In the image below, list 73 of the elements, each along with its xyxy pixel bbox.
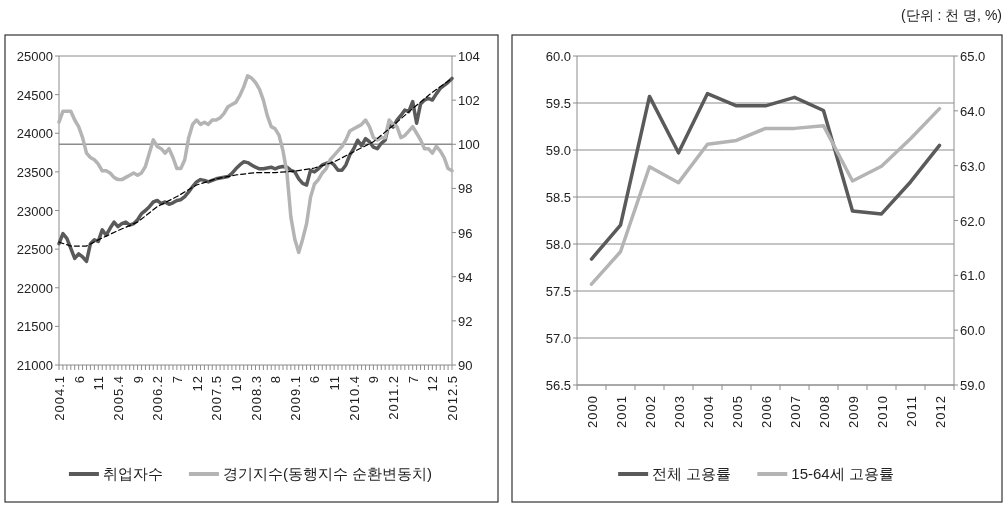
y2-tick-label: 102: [458, 93, 480, 109]
y2-tick-label: 100: [458, 137, 480, 153]
x-tick-label: 2010.4: [346, 375, 362, 421]
y2-tick-label: 98: [458, 181, 473, 197]
x-tick-label: 2008.3: [248, 375, 264, 421]
y-tick-label: 57.0: [545, 331, 571, 346]
x-tick-label: 2007.5: [209, 375, 225, 421]
x-tick-label: 2007: [787, 395, 803, 428]
x-tick-label: 2012.5: [445, 375, 460, 421]
y-tick-label: 58.5: [545, 190, 571, 205]
y-tick-label: 59.5: [545, 96, 571, 111]
y2-tick-label: 60.0: [960, 323, 986, 339]
x-tick-label: 10: [228, 375, 244, 392]
x-tick-label: 6: [307, 375, 323, 384]
x-tick-label: 6: [71, 375, 87, 384]
x-tick-label: 2000: [584, 395, 600, 428]
x-tick-label: 2004.1: [52, 375, 67, 421]
x-tick-label: 12: [425, 375, 441, 392]
x-tick-label: 2004: [700, 395, 716, 428]
x-tick-label: 7: [405, 375, 421, 384]
y2-tick-label: 59.0: [960, 378, 986, 393]
y-tick-label: 22000: [16, 280, 53, 296]
x-tick-label: 2011.2: [386, 375, 402, 420]
y2-tick-label: 92: [458, 313, 473, 329]
x-tick-label: 9: [366, 375, 382, 384]
legend-label: 15-64세 고용률: [791, 465, 894, 482]
y-tick-label: 60.0: [545, 49, 571, 64]
y2-tick-label: 61.0: [960, 268, 986, 284]
y2-tick-label: 63.0: [960, 158, 986, 174]
y-tick-label: 23500: [16, 164, 53, 180]
y-tick-label: 59.0: [545, 143, 571, 158]
line-series: [589, 91, 942, 261]
x-tick-label: 2009.1: [287, 375, 303, 421]
y2-tick-label: 90: [458, 358, 473, 373]
x-tick-label: 2012: [932, 395, 948, 428]
y-tick-label: 57.5: [545, 284, 571, 299]
x-tick-label: 2003: [671, 395, 687, 428]
x-tick-label: 2008: [816, 395, 832, 428]
legend-label: 취업자수: [102, 465, 163, 482]
x-tick-label: 8: [268, 375, 284, 384]
x-tick-label: 2009: [845, 395, 861, 428]
legend-label: 경기지수(동행지수 순환변동치): [222, 465, 433, 482]
x-tick-label: 2001: [613, 395, 629, 428]
x-tick-label: 2005.4: [110, 375, 126, 421]
y2-tick-label: 64.0: [960, 103, 986, 119]
y-tick-label: 24000: [16, 126, 53, 142]
x-tick-label: 7: [169, 375, 185, 384]
x-tick-label: 11: [327, 375, 343, 391]
y2-tick-label: 62.0: [960, 213, 986, 229]
line-series: [589, 106, 942, 286]
y-tick-label: 21500: [16, 319, 53, 335]
x-tick-label: 2005: [729, 395, 745, 428]
y-tick-label: 22500: [16, 242, 53, 258]
y2-tick-label: 65.0: [960, 49, 986, 64]
x-tick-label: 2002: [642, 395, 658, 428]
x-tick-label: 2006.2: [150, 375, 166, 421]
y-tick-label: 25000: [16, 49, 53, 64]
y-tick-label: 21000: [16, 358, 53, 373]
y2-tick-label: 94: [458, 269, 473, 285]
x-tick-label: 9: [130, 375, 146, 384]
y2-tick-label: 96: [458, 225, 473, 241]
x-tick-label: 2011: [903, 395, 919, 427]
y-tick-label: 58.0: [545, 237, 571, 252]
x-tick-label: 12: [189, 375, 205, 392]
y-tick-label: 23000: [16, 203, 53, 219]
y-tick-label: 56.5: [545, 378, 571, 393]
y-tick-label: 24500: [16, 87, 53, 103]
x-tick-label: 2006: [758, 395, 774, 428]
legend-label: 전체 고용률: [652, 465, 732, 482]
text: (단위 : 천 명, %): [900, 7, 1002, 23]
y2-tick-label: 104: [458, 49, 480, 64]
x-tick-label: 2010: [874, 395, 890, 428]
x-tick-label: 11: [91, 375, 107, 391]
